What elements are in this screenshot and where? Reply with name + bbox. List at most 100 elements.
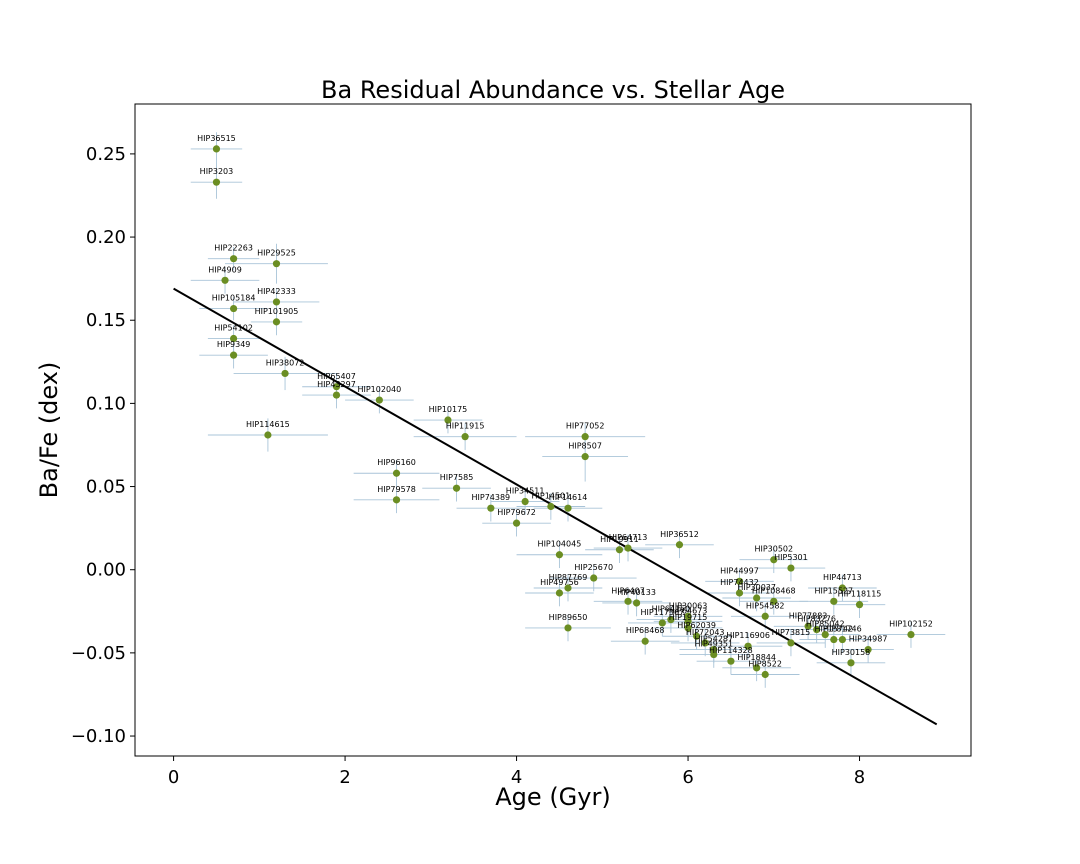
data-point <box>787 564 795 572</box>
data-point <box>770 597 778 605</box>
data-point <box>555 551 564 559</box>
data-point <box>821 630 829 639</box>
x-tick-label: 2 <box>339 767 350 788</box>
y-tick-label: −0.10 <box>71 726 126 747</box>
point-label: HIP42333 <box>257 287 296 296</box>
point-label: HIP49756 <box>540 578 579 587</box>
point-label: HIP74432 <box>720 578 759 587</box>
point-label: HIP34987 <box>849 635 888 644</box>
data-point <box>581 433 589 441</box>
data-point <box>512 519 521 527</box>
point-label: HIP64150 <box>652 605 691 614</box>
point-label: HIP7585 <box>440 473 474 482</box>
point-label: HIP65407 <box>317 372 356 381</box>
point-label: HIP29525 <box>257 249 296 258</box>
point-label: HIP77052 <box>566 422 605 431</box>
data-point <box>684 612 692 620</box>
data-point <box>624 597 632 605</box>
point-label: HIP89650 <box>549 613 588 622</box>
point-label: HIP54287 <box>694 635 733 644</box>
data-point <box>624 544 632 552</box>
point-label: HIP116906 <box>726 631 770 640</box>
data-point <box>615 546 624 554</box>
data-point <box>701 639 709 647</box>
data-point <box>864 645 872 654</box>
data-point <box>770 556 778 564</box>
point-label: HIP19715 <box>669 613 708 622</box>
point-label: HIP15527 <box>814 586 853 595</box>
data-point <box>212 178 221 186</box>
x-axis: 0 2 4 6 8 <box>168 756 865 788</box>
regression-line <box>173 287 938 726</box>
plot-area-frame <box>134 103 972 757</box>
data-point <box>753 594 761 602</box>
point-label: HIP81746 <box>823 625 862 634</box>
data-point <box>830 635 838 644</box>
point-label: HIP85042 <box>806 620 845 629</box>
point-label: HIP44713 <box>823 573 862 582</box>
point-label: HIP30502 <box>754 545 793 554</box>
data-point <box>804 622 812 630</box>
data-point <box>392 469 401 477</box>
data-point <box>461 433 469 441</box>
data-point <box>230 351 238 359</box>
point-label: HIP101905 <box>255 307 299 316</box>
data-point <box>555 589 564 597</box>
data-point <box>332 391 341 399</box>
point-label: HIP105184 <box>212 294 256 303</box>
x-tick-label: 6 <box>682 767 693 788</box>
point-label: HIP30037 <box>737 583 776 592</box>
point-label: HIP114615 <box>246 420 290 429</box>
y-tick-label: 0.20 <box>86 227 126 248</box>
point-label: HIP11915 <box>446 422 485 431</box>
point-label: HIP4909 <box>208 265 242 274</box>
data-point <box>564 504 572 512</box>
y-tick-label: −0.05 <box>71 643 126 664</box>
point-label: HIP96160 <box>377 458 416 467</box>
data-point <box>761 612 769 620</box>
data-point <box>332 383 341 391</box>
data-point <box>710 650 718 659</box>
point-label: HIP36512 <box>660 530 699 539</box>
data-point <box>230 255 238 263</box>
y-tick-label: 0.05 <box>86 477 126 498</box>
data-point <box>830 597 838 605</box>
data-point <box>761 670 769 679</box>
data-point <box>547 502 555 511</box>
data-point <box>753 664 761 672</box>
point-label: HIP64713 <box>609 533 648 542</box>
data-point <box>735 577 744 585</box>
point-label: HIP44997 <box>720 566 759 575</box>
data-point <box>658 619 666 627</box>
data-point <box>521 497 529 506</box>
point-label: HIP114328 <box>709 646 753 655</box>
y-axis-title: Ba/Fe (dex) <box>35 362 63 499</box>
data-point <box>641 637 649 645</box>
x-axis-title: Age (Gyr) <box>495 783 610 811</box>
point-label: HIP118115 <box>838 590 882 599</box>
point-label: HIP62039 <box>677 621 716 630</box>
point-label: HIP34511 <box>506 487 545 496</box>
data-point <box>847 659 855 667</box>
data-point <box>272 298 281 306</box>
data-point <box>838 584 846 592</box>
point-label: HIP6407 <box>611 586 645 595</box>
point-label: HIP10175 <box>429 405 468 414</box>
y-tick-label: 0.25 <box>86 144 126 165</box>
point-label: HIP14501 <box>532 492 571 501</box>
point-label: HIP102040 <box>357 385 401 394</box>
x-tick-label: 8 <box>854 767 865 788</box>
point-label: HIP15742 <box>814 625 853 634</box>
data-point <box>787 639 795 647</box>
data-point <box>230 304 238 313</box>
data-point <box>590 574 598 582</box>
data-point <box>693 632 701 640</box>
data-point <box>667 616 675 624</box>
data-point <box>581 453 589 461</box>
data-point <box>281 369 289 378</box>
data-point <box>744 642 752 650</box>
data-point <box>727 657 735 665</box>
data-point <box>684 617 692 625</box>
point-label: HIP8507 <box>568 442 602 451</box>
